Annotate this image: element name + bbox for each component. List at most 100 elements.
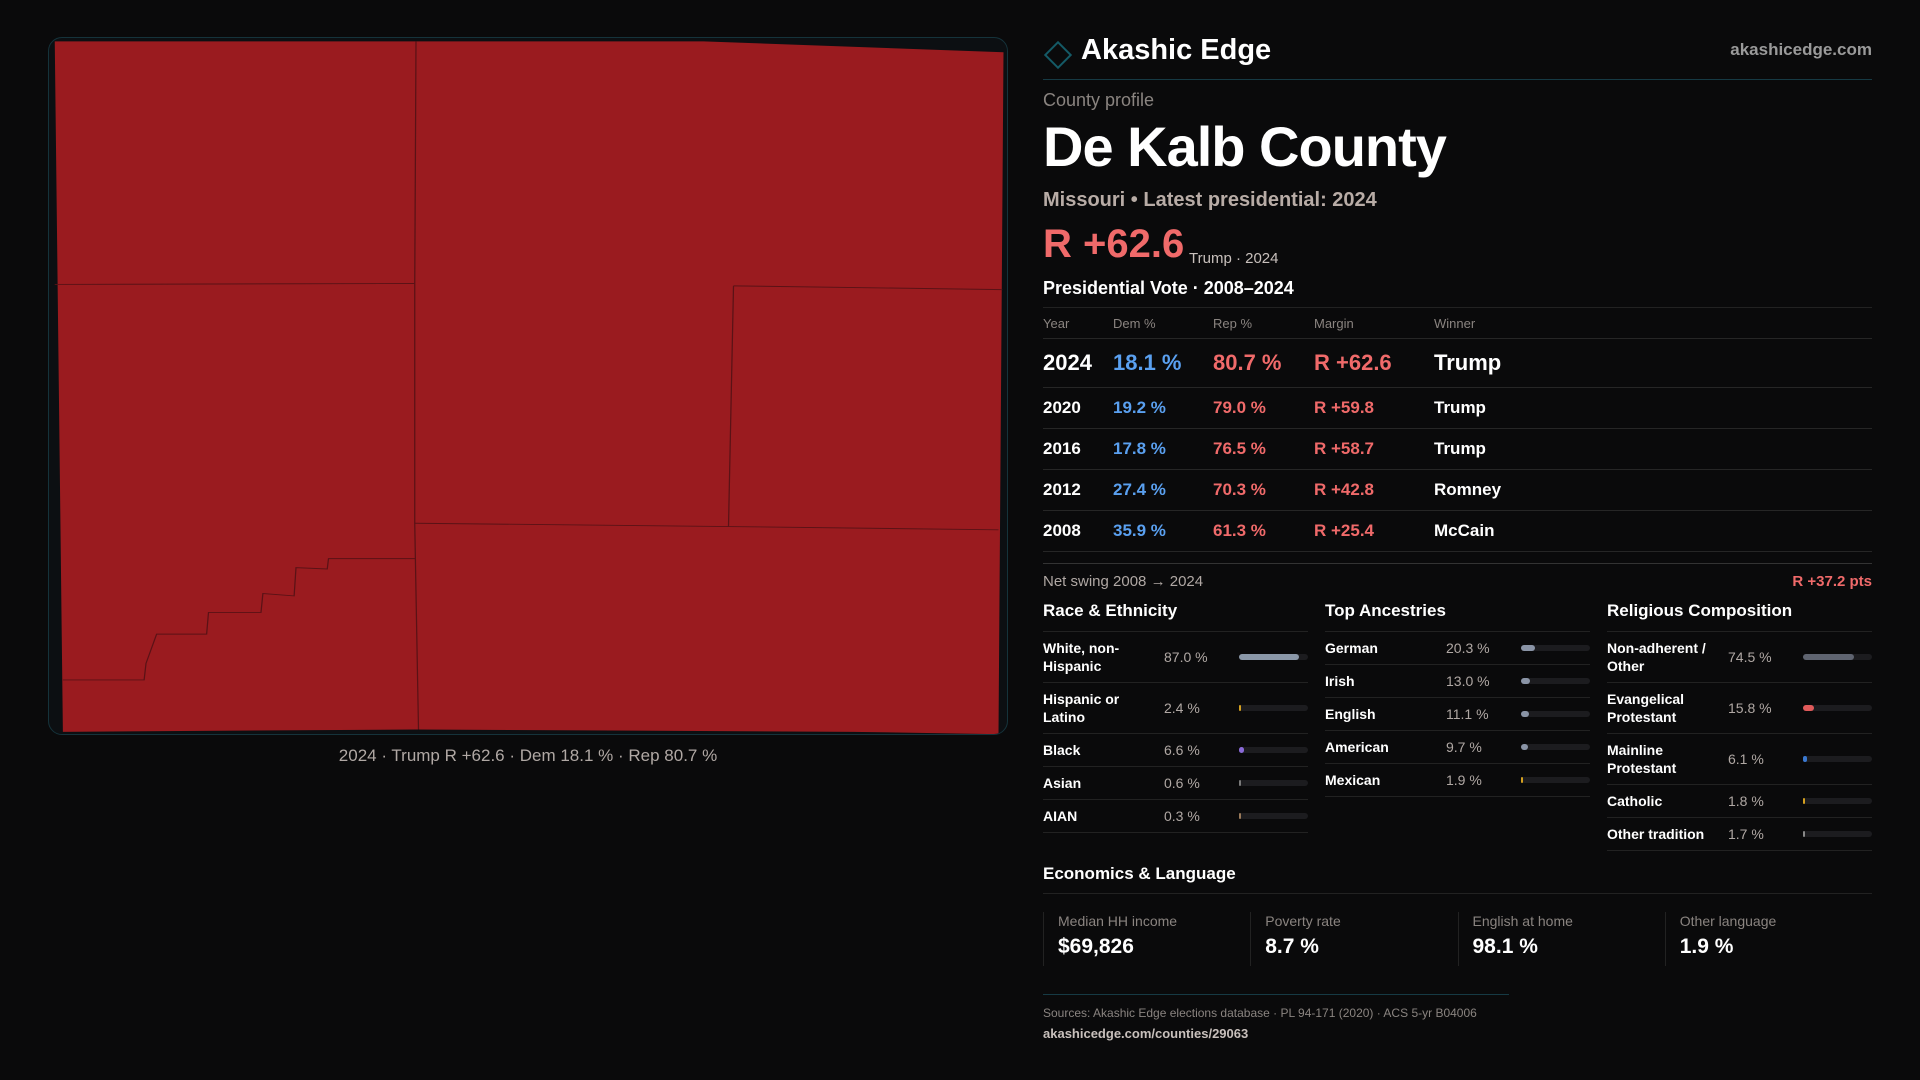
cell-winner: Trump	[1434, 338, 1872, 388]
stat-label: Evangelical Protestant	[1607, 691, 1685, 725]
section-title: Race & Ethnicity	[1043, 601, 1308, 632]
stat-label: Catholic	[1607, 793, 1663, 809]
card-label: English at home	[1472, 913, 1573, 929]
county-map[interactable]	[48, 37, 1008, 735]
stat-value: 13.0 %	[1446, 673, 1490, 689]
stat-value: 0.6 %	[1164, 775, 1200, 791]
stat-row: English 11.1 %	[1325, 698, 1590, 731]
stat-value: 6.1 %	[1728, 751, 1764, 767]
stat-bar-fill	[1239, 813, 1241, 819]
cell-year: 2016	[1043, 428, 1113, 470]
cell-dem-pct: 27.4 %	[1113, 469, 1213, 511]
page-title: De Kalb County	[1043, 115, 1447, 178]
stat-bar-fill	[1521, 678, 1530, 684]
net-swing: Net swing 2008 → 2024 R +37.2 pts	[1043, 563, 1872, 590]
stat-bar-fill	[1803, 705, 1814, 711]
stat-card: Poverty rate 8.7 %	[1250, 912, 1457, 966]
card-label: Poverty rate	[1265, 913, 1341, 929]
stat-value: 87.0 %	[1164, 649, 1208, 665]
stat-bar	[1521, 777, 1590, 783]
swing-label: Net swing 2008 → 2024	[1043, 573, 1204, 590]
stat-value: 1.9 %	[1446, 772, 1482, 788]
stat-bar-fill	[1239, 780, 1241, 786]
subtitle: Missouri • Latest presidential: 2024	[1043, 189, 1377, 211]
footer: Sources: Akashic Edge elections database…	[1043, 994, 1509, 1041]
stat-bar	[1803, 798, 1872, 804]
stat-bar-fill	[1239, 654, 1300, 660]
vote-row: 2012 27.4 % 70.3 % R +42.8 Romney	[1043, 469, 1872, 511]
stat-bar	[1521, 711, 1590, 717]
stat-value: 2.4 %	[1164, 700, 1200, 716]
cell-year: 2024	[1043, 338, 1113, 388]
economics-cards: Median HH income $69,826 Poverty rate 8.7 %…	[1043, 912, 1872, 966]
stat-bar	[1521, 744, 1590, 750]
card-value: 1.9 %	[1679, 935, 1734, 958]
stat-label: Asian	[1043, 775, 1082, 791]
stat-bar-fill	[1803, 798, 1805, 804]
col-dem: Dem %	[1113, 307, 1213, 339]
cell-winner: Trump	[1434, 428, 1872, 470]
stat-bar	[1803, 705, 1872, 711]
county-url[interactable]: akashicedge.com/counties/29063	[1043, 1026, 1249, 1041]
vote-row: 2008 35.9 % 61.3 % R +25.4 McCain	[1043, 510, 1872, 552]
stat-label: White, non-Hispanic	[1043, 640, 1120, 674]
stat-value: 11.1 %	[1446, 706, 1489, 722]
county-map-svg	[54, 41, 1004, 734]
vote-row: 2024 18.1 % 80.7 % R +62.6 Trump	[1043, 338, 1872, 388]
headline-sub: Trump · 2024	[1189, 250, 1279, 267]
stat-card: English at home 98.1 %	[1457, 912, 1665, 966]
section-2: Religious Composition Non-adherent / Othe…	[1607, 601, 1872, 851]
swing-value: R +37.2 pts	[1792, 573, 1872, 590]
cell-rep-pct: 61.3 %	[1213, 510, 1314, 552]
brand-name: Akashic Edge	[1081, 34, 1272, 66]
stat-bar	[1239, 705, 1308, 711]
stat-row: Hispanic or Latino 2.4 %	[1043, 683, 1308, 734]
cell-winner: McCain	[1434, 510, 1872, 552]
section-1: Top Ancestries German 20.3 % Irish 13.0 % Eng…	[1325, 601, 1590, 797]
cell-margin: R +25.4	[1314, 510, 1434, 552]
stat-bar-fill	[1239, 705, 1241, 711]
vote-row: 2016 17.8 % 76.5 % R +58.7 Trump	[1043, 428, 1872, 470]
stat-value: 74.5 %	[1728, 649, 1772, 665]
sources: Sources: Akashic Edge elections database…	[1043, 1006, 1477, 1020]
stat-bar-fill	[1239, 747, 1244, 753]
stat-bar-fill	[1803, 756, 1808, 762]
stat-label: AIAN	[1043, 808, 1078, 824]
site-link[interactable]: akashicedge.com	[1730, 40, 1872, 59]
cell-margin: R +59.8	[1314, 387, 1434, 429]
cell-rep-pct: 70.3 %	[1213, 469, 1314, 511]
cell-dem-pct: 17.8 %	[1113, 428, 1213, 470]
stat-bar-fill	[1803, 654, 1855, 660]
col-rep: Rep %	[1213, 307, 1314, 339]
stat-row: German 20.3 %	[1325, 632, 1590, 665]
stat-bar	[1803, 654, 1872, 660]
section-title: Top Ancestries	[1325, 601, 1590, 632]
stat-row: American 9.7 %	[1325, 731, 1590, 764]
stat-bar	[1803, 756, 1872, 762]
card-label: Median HH income	[1058, 913, 1178, 929]
stat-row: Catholic 1.8 %	[1607, 785, 1872, 818]
vote-table-title: Presidential Vote · 2008–2024	[1043, 278, 1294, 298]
cell-dem-pct: 18.1 %	[1113, 338, 1213, 388]
vote-row: 2020 19.2 % 79.0 % R +59.8 Trump	[1043, 387, 1872, 429]
col-year: Year	[1043, 307, 1113, 339]
stat-label: Hispanic or Latino	[1043, 691, 1120, 725]
stat-row: Evangelical Protestant 15.8 %	[1607, 683, 1872, 734]
cell-rep-pct: 76.5 %	[1213, 428, 1314, 470]
stat-bar	[1239, 747, 1308, 753]
header: Akashic Edge akashicedge.com	[1043, 32, 1872, 80]
stat-bar-fill	[1521, 711, 1529, 717]
county-shape[interactable]	[54, 41, 1004, 734]
stat-label: English	[1325, 706, 1376, 722]
stat-bar-fill	[1803, 831, 1805, 837]
cell-margin: R +42.8	[1314, 469, 1434, 511]
stat-row: AIAN 0.3 %	[1043, 800, 1308, 833]
stat-value: 6.6 %	[1164, 742, 1200, 758]
stat-row: White, non-Hispanic 87.0 %	[1043, 632, 1308, 683]
stat-label: Non-adherent / Other	[1607, 640, 1706, 674]
stat-label: Irish	[1325, 673, 1355, 689]
stat-row: Black 6.6 %	[1043, 734, 1308, 767]
stat-bar	[1239, 654, 1308, 660]
stat-bar	[1239, 813, 1308, 819]
vote-table: Year Dem % Rep % Margin Winner 2024 18.1 …	[1043, 307, 1872, 552]
